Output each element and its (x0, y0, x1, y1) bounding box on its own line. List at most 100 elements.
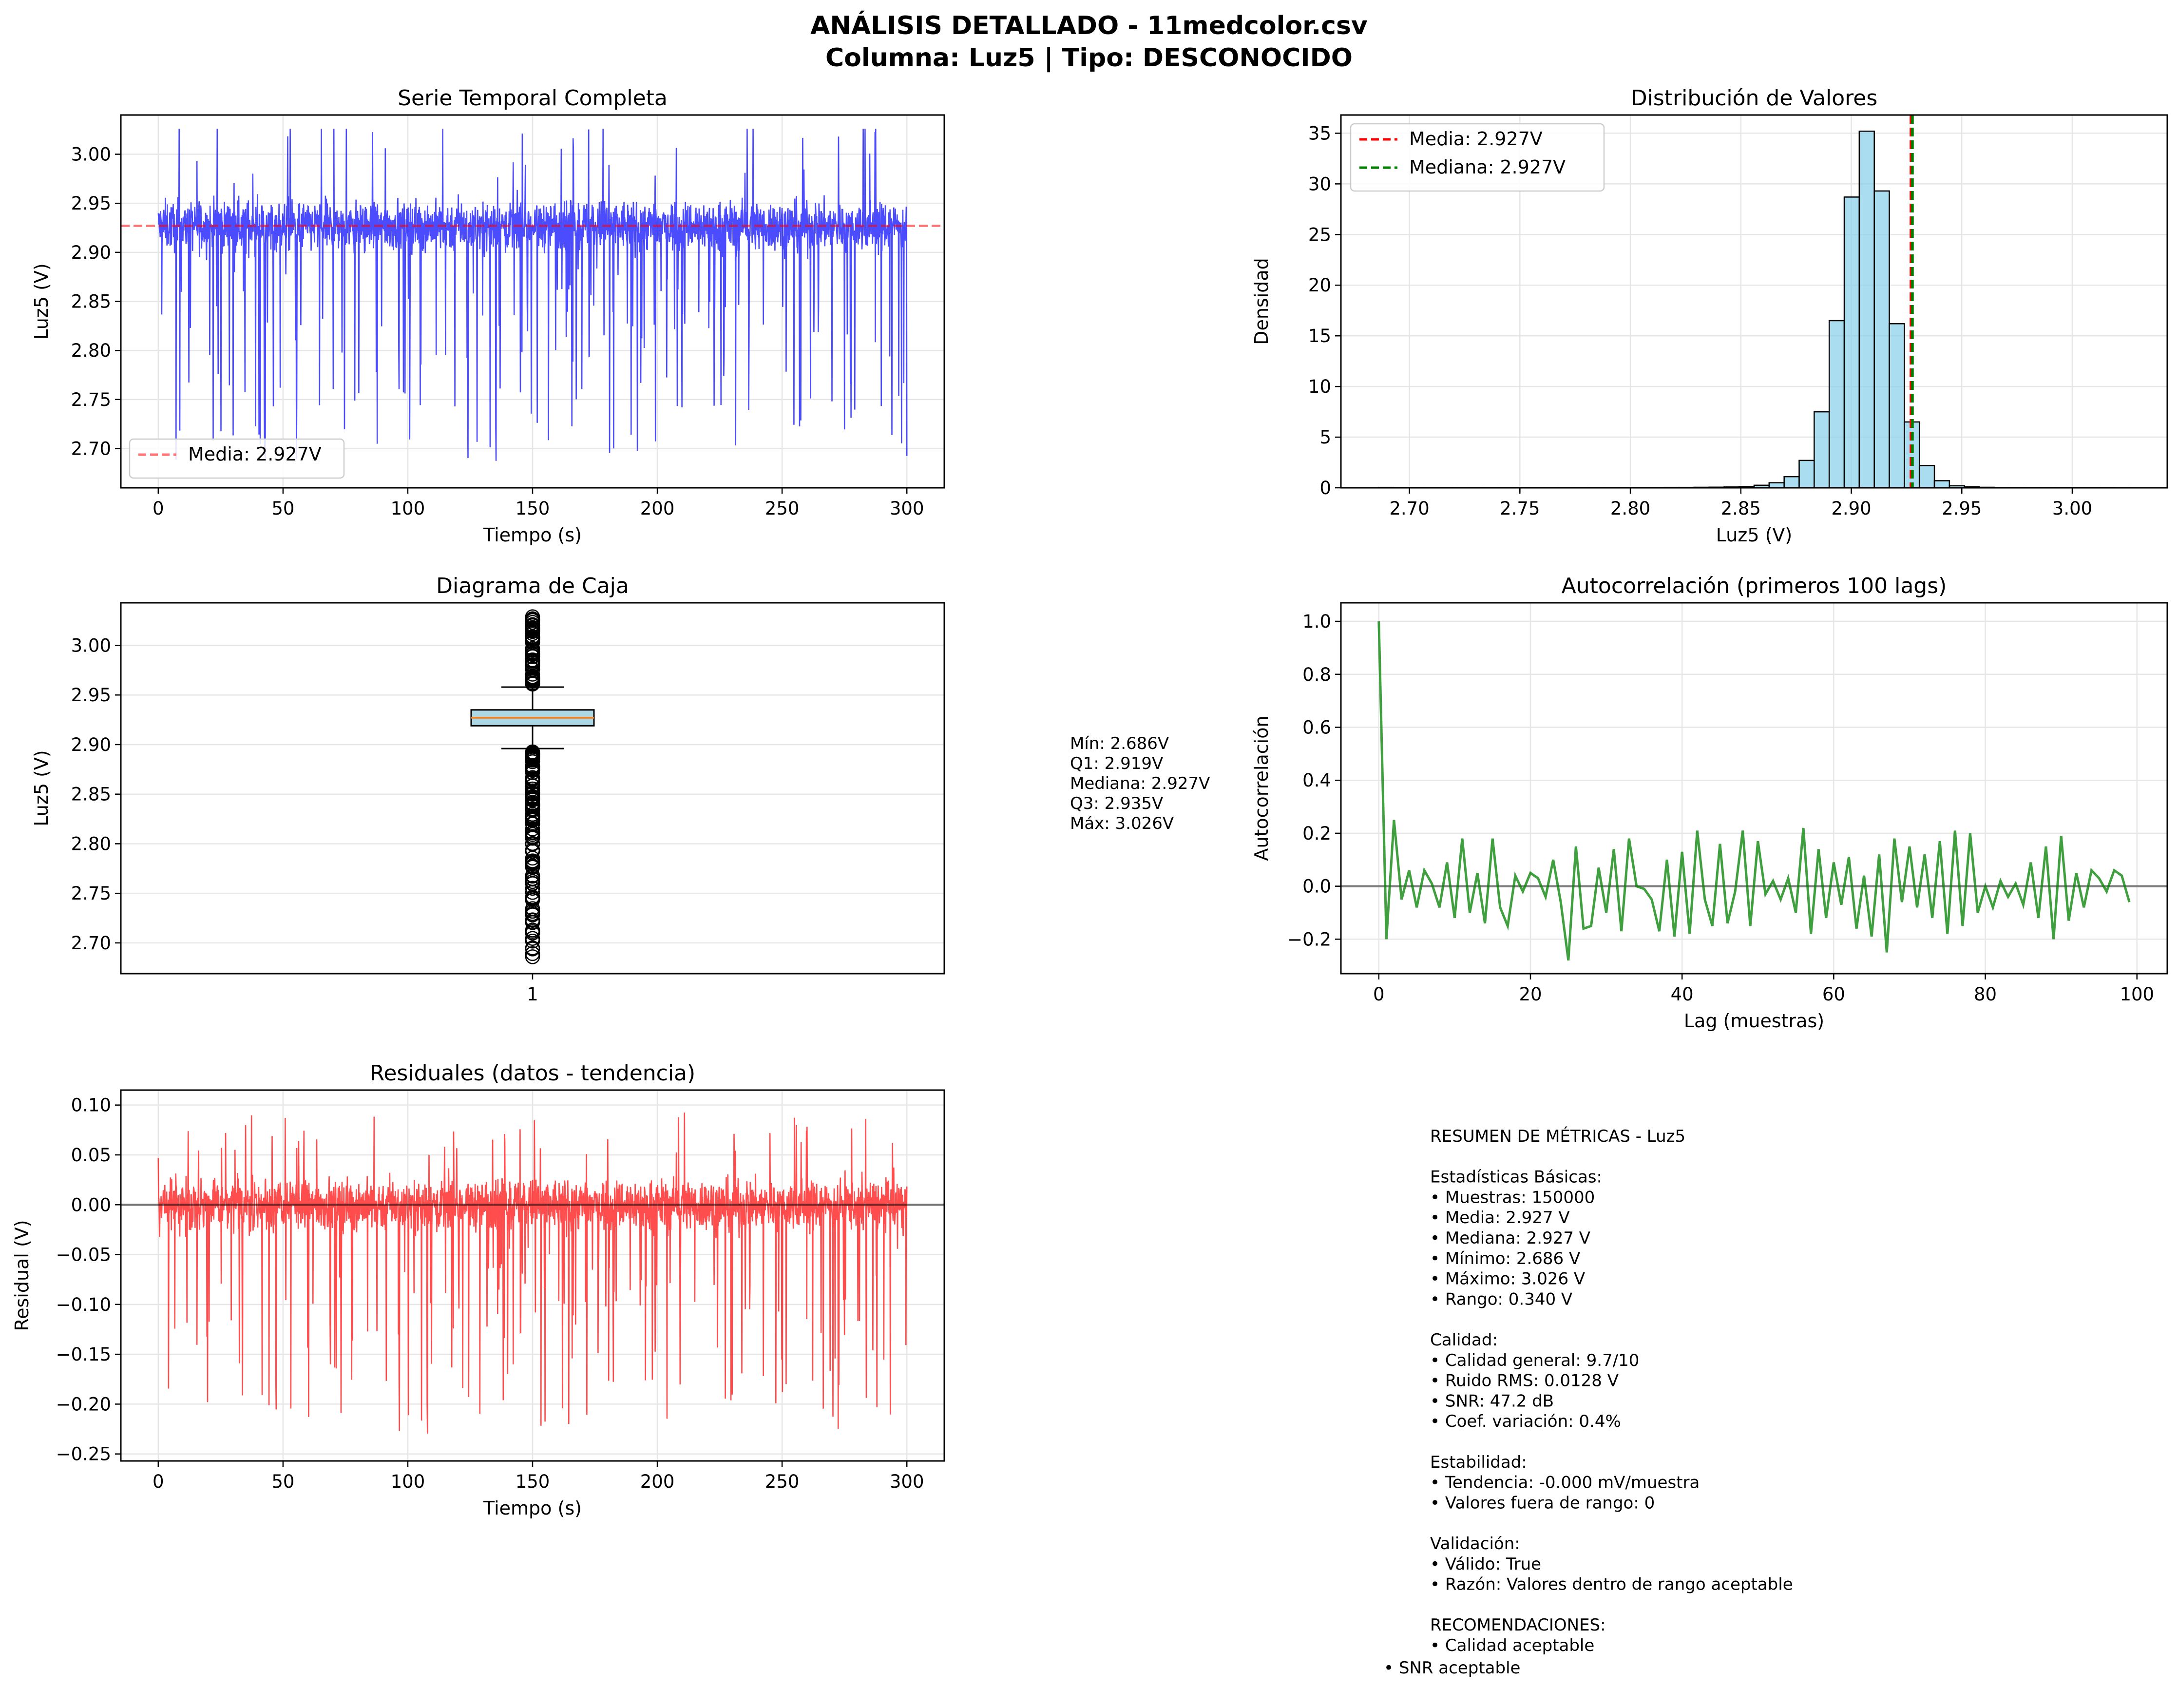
histogram-bar (1798, 460, 1815, 489)
histogram-ytick-label: 25 (1308, 224, 1331, 245)
summary-line: • Razón: Valores dentro de rango aceptab… (1430, 1575, 1793, 1594)
outlier-low (525, 949, 540, 964)
summary-line: • Válido: True (1430, 1554, 1541, 1574)
legend-label: Media: 2.927V (188, 443, 322, 465)
timeseries-xtick-label: 300 (890, 498, 924, 519)
autocorrelation-xtick-label: 60 (1822, 984, 1845, 1005)
residuals-xtick-label: 50 (271, 1471, 294, 1492)
timeseries-xtick-label: 250 (765, 498, 800, 519)
histogram-bar (1828, 320, 1845, 489)
residuals-ytick-label: −0.10 (56, 1294, 111, 1315)
outlier-low (525, 785, 540, 801)
summary-line: • SNR aceptable (1384, 1658, 1520, 1678)
histogram-bar (1783, 476, 1800, 489)
outlier-low (525, 836, 540, 852)
autocorrelation-ylabel: Autocorrelación (1251, 715, 1272, 861)
outlier-low (525, 774, 540, 789)
histogram-xlabel: Luz5 (V) (1716, 524, 1792, 546)
outlier-low (525, 758, 540, 774)
autocorrelation-ytick-label: 0.8 (1302, 664, 1331, 685)
histogram-xtick-label: 2.90 (1831, 498, 1871, 519)
timeseries-title: Serie Temporal Completa (398, 86, 668, 111)
outlier-high (525, 662, 540, 677)
histogram-title: Distribución de Valores (1631, 86, 1878, 111)
residuals-xtick-label: 0 (153, 1471, 164, 1492)
outlier-high (525, 622, 540, 638)
timeseries-xtick-label: 150 (516, 498, 550, 519)
autocorrelation-line (1377, 621, 2131, 961)
figure-title-line1: ANÁLISIS DETALLADO - 11medcolor.csv (810, 11, 1368, 40)
boxplot-stat-line: Q1: 2.919V (1070, 754, 1163, 773)
histogram-ytick-label: 30 (1308, 173, 1331, 194)
timeseries-ylabel: Luz5 (V) (31, 263, 52, 339)
boxplot-ytick-label: 2.75 (71, 883, 111, 904)
autocorrelation-xtick-label: 80 (1974, 984, 1997, 1005)
boxplot-xtick-label: 1 (527, 984, 538, 1005)
outlier-low (525, 802, 540, 817)
histogram-ylabel: Densidad (1251, 258, 1272, 345)
outlier-low (525, 829, 540, 844)
timeseries-xtick-label: 0 (153, 498, 164, 519)
outlier-low (525, 789, 540, 804)
histogram-bar (1768, 482, 1785, 489)
boxplot-stat-line: Mín: 2.686V (1070, 734, 1169, 753)
histogram-bar (1933, 480, 1950, 489)
outlier-low (525, 765, 540, 780)
histogram-ytick-label: 35 (1308, 123, 1331, 144)
autocorrelation-xtick-label: 0 (1373, 984, 1385, 1005)
outlier-low (525, 907, 540, 922)
autocorrelation-xtick-label: 20 (1519, 984, 1542, 1005)
legend-label: Media: 2.927V (1409, 128, 1543, 150)
legend-box (129, 438, 345, 479)
outlier-low (525, 946, 540, 961)
residuals-xtick-label: 250 (765, 1471, 800, 1492)
boxplot-title: Diagrama de Caja (436, 574, 629, 598)
timeseries-xtick-label: 50 (271, 498, 294, 519)
autocorrelation-ytick-label: 0.6 (1302, 717, 1331, 738)
residual-line (157, 1113, 908, 1434)
outlier-high (525, 669, 540, 684)
boxplot-stat-line: Mediana: 2.927V (1070, 774, 1210, 793)
outlier-high (525, 612, 540, 627)
histogram-ytick-label: 0 (1319, 478, 1331, 499)
residuals-xtick-label: 100 (391, 1471, 425, 1492)
boxplot-panel: 2.70 2.75 2.80 2.85 2.90 2.95 3.00 1 Diagrama de… (31, 574, 945, 1005)
summary-line: RESUMEN DE MÉTRICAS - Luz5 (1430, 1126, 1685, 1146)
summary-line: • Muestras: 150000 (1430, 1188, 1595, 1207)
outlier-low (525, 747, 540, 762)
summary-line: • Rango: 0.340 V (1430, 1289, 1572, 1309)
outlier-low (525, 891, 540, 906)
outlier-high (525, 631, 540, 646)
autocorrelation-panel: −0.2 0.0 0.2 0.4 0.6 0.8 1.0 0 20 40 60 80 100 Autoco… (1251, 574, 2168, 1032)
histogram-bar (1918, 465, 1935, 489)
timeseries-ytick-label: 2.70 (71, 438, 111, 459)
residuals-xtick-label: 200 (640, 1471, 675, 1492)
plot-frame (1340, 602, 2168, 975)
timeseries-ytick-label: 2.80 (71, 340, 111, 361)
histogram-ytick-label: 20 (1308, 275, 1331, 296)
histogram-xtick-label: 2.70 (1389, 498, 1429, 519)
autocorrelation-ytick-label: −0.2 (1287, 929, 1331, 950)
summary-line: • Máximo: 3.026 V (1430, 1269, 1585, 1289)
histogram-xtick-label: 2.85 (1721, 498, 1761, 519)
summary-line: Estadísticas Básicas: (1430, 1168, 1602, 1187)
timeseries-ytick-label: 2.85 (71, 291, 111, 312)
histogram-xtick-label: 3.00 (2052, 498, 2092, 519)
boxplot-stat-line: Máx: 3.026V (1070, 814, 1174, 833)
boxplot-ytick-label: 2.90 (71, 734, 111, 755)
summary-line: • SNR: 47.2 dB (1430, 1391, 1554, 1411)
autocorrelation-ytick-label: 1.0 (1302, 611, 1331, 632)
boxplot-ytick-label: 3.00 (71, 635, 111, 656)
summary-line: Calidad: (1430, 1330, 1498, 1350)
outlier-high (525, 618, 540, 633)
residuals-title: Residuales (datos - tendencia) (370, 1061, 695, 1086)
boxplot-ylabel: Luz5 (V) (31, 750, 52, 826)
timeseries-panel: 2.70 2.75 2.80 2.85 2.90 2.95 3.00 0 50 100 150 200… (31, 86, 945, 546)
histogram-bar (1873, 190, 1890, 489)
histogram-xtick-label: 2.75 (1500, 498, 1540, 519)
boxplot-ytick-label: 2.70 (71, 933, 111, 954)
summary-line: Estabilidad: (1430, 1453, 1527, 1472)
residuals-ytick-label: −0.25 (56, 1444, 111, 1465)
